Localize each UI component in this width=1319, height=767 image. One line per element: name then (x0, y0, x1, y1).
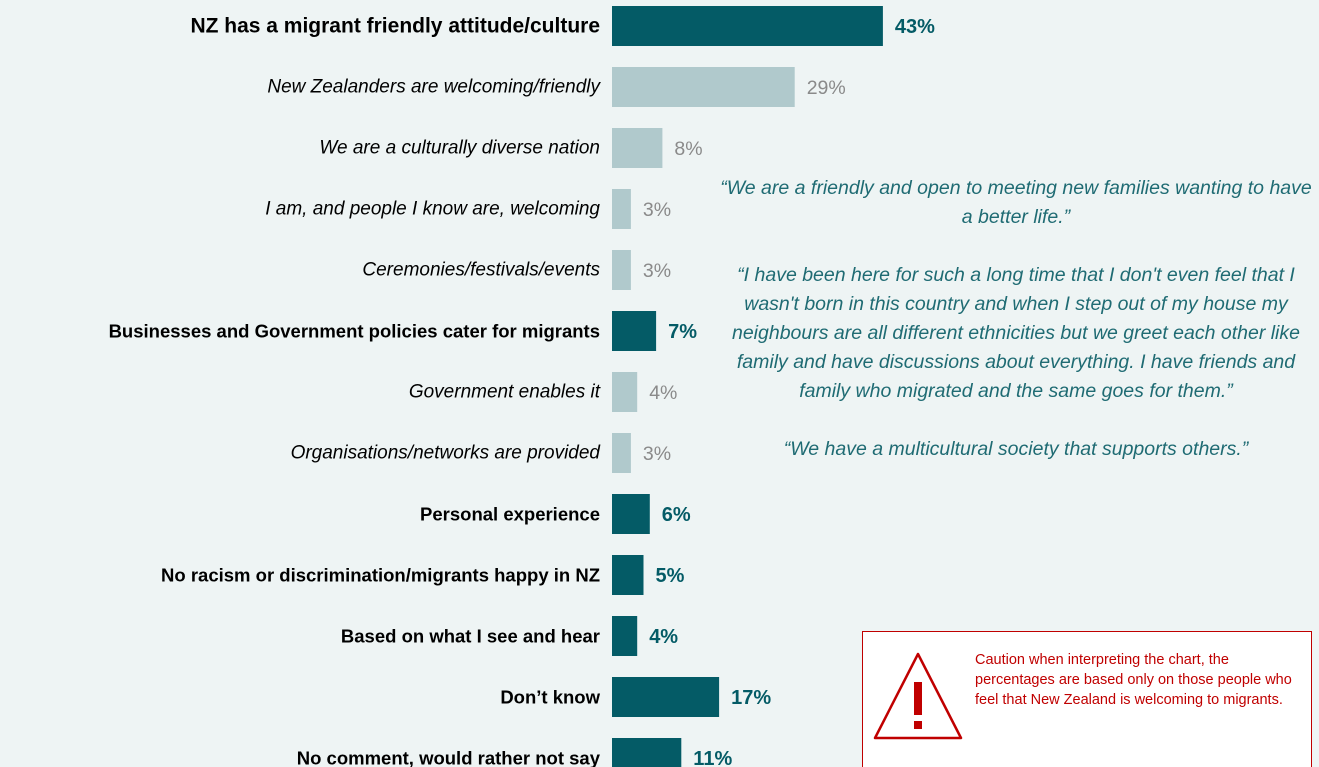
value-label-1: 29% (807, 77, 846, 99)
category-label-2: We are a culturally diverse nation (319, 138, 600, 159)
bar-3 (612, 189, 631, 229)
value-label-3: 3% (643, 199, 671, 221)
bar-5 (612, 311, 657, 351)
value-label-4: 3% (643, 260, 671, 282)
value-label-6: 4% (649, 382, 677, 404)
category-label-5: Businesses and Government policies cater… (109, 321, 600, 342)
bar-12 (612, 738, 682, 767)
category-label-6: Government enables it (409, 382, 601, 403)
bar-4 (612, 250, 631, 290)
category-label-4: Ceremonies/festivals/events (362, 260, 600, 281)
value-label-9: 5% (656, 565, 685, 587)
category-label-8: Personal experience (420, 504, 600, 525)
value-label-7: 3% (643, 443, 671, 465)
category-label-12: No comment, would rather not say (297, 748, 601, 767)
bar-11 (612, 677, 720, 717)
category-label-11: Don’t know (500, 687, 600, 708)
caution-text: Caution when interpreting the chart, the… (975, 652, 1292, 708)
value-label-11: 17% (731, 687, 771, 709)
value-label-5: 7% (668, 321, 697, 343)
quotes-panel: “We are a friendly and open to meeting n… (718, 174, 1314, 493)
value-label-12: 11% (693, 748, 732, 767)
value-label-2: 8% (674, 138, 702, 160)
category-label-9: No racism or discrimination/migrants hap… (161, 565, 600, 586)
caution-box: Caution when interpreting the chart, the… (862, 631, 1312, 767)
bar-7 (612, 433, 631, 473)
warning-triangle-icon (873, 652, 963, 740)
quote-2: “I have been here for such a long time t… (731, 264, 1300, 402)
category-label-0: NZ has a migrant friendly attitude/cultu… (190, 15, 600, 38)
value-label-8: 6% (662, 504, 691, 526)
bar-8 (612, 494, 650, 534)
quote-1: “We are a friendly and open to meeting n… (720, 177, 1312, 228)
value-label-10: 4% (649, 626, 678, 648)
category-label-3: I am, and people I know are, welcoming (265, 199, 600, 220)
quote-3: “We have a multicultural society that su… (783, 438, 1249, 460)
bar-6 (612, 372, 638, 412)
category-label-1: New Zealanders are welcoming/friendly (267, 77, 601, 98)
bar-1 (612, 67, 795, 107)
value-label-0: 43% (895, 16, 935, 38)
category-label-7: Organisations/networks are provided (291, 443, 602, 464)
bar-0 (612, 6, 883, 46)
bar-2 (612, 128, 663, 168)
category-label-10: Based on what I see and hear (341, 626, 600, 647)
bar-10 (612, 616, 638, 656)
bar-9 (612, 555, 644, 595)
